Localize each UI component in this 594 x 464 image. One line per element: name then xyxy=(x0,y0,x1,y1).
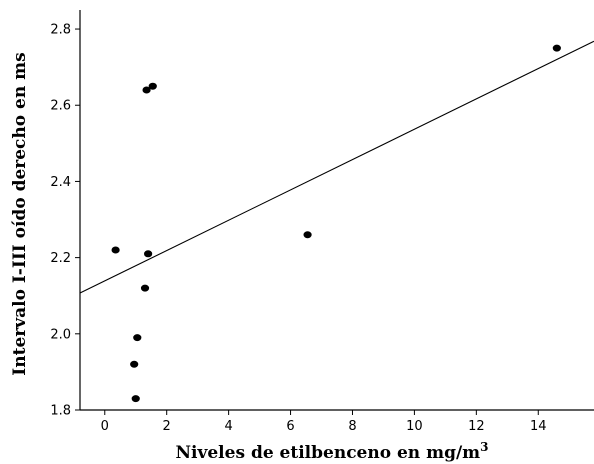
x-tick-label: 4 xyxy=(224,419,232,434)
x-tick-label: 10 xyxy=(406,419,423,434)
y-tick-label: 2.2 xyxy=(50,251,71,266)
y-tick-label: 2.6 xyxy=(50,99,71,114)
y-tick-label: 1.8 xyxy=(50,404,71,419)
x-tick-label: 2 xyxy=(163,419,171,434)
fit-line-group xyxy=(79,40,594,294)
data-point xyxy=(111,246,120,254)
fit-line xyxy=(79,40,594,294)
x-tick-label: 12 xyxy=(468,419,485,434)
data-point xyxy=(144,250,153,258)
data-point xyxy=(131,395,140,403)
data-point xyxy=(140,284,150,292)
y-axis-ticks: 1.8 2.0 2.2 2.4 2.6 2.8 xyxy=(50,23,80,419)
x-axis-title-superscript: 3 xyxy=(480,440,488,454)
y-axis-title: Intervalo I-III oído derecho en ms xyxy=(10,52,30,375)
plot-frame xyxy=(79,10,594,411)
x-tick-label: 6 xyxy=(286,419,294,434)
x-axis-ticks: 0 2 4 6 8 10 12 14 xyxy=(101,410,547,434)
data-point xyxy=(130,360,139,368)
y-tick-label: 2.4 xyxy=(50,175,71,190)
data-point xyxy=(303,231,312,239)
data-point xyxy=(148,82,157,90)
x-tick-label: 14 xyxy=(530,419,547,434)
y-tick-label: 2.8 xyxy=(50,23,71,38)
data-point xyxy=(552,44,561,52)
data-point xyxy=(142,86,151,94)
data-point xyxy=(133,334,142,342)
x-tick-label: 8 xyxy=(348,419,356,434)
data-points xyxy=(111,44,561,403)
x-axis-title-text: Niveles de etilbenceno en mg/m xyxy=(175,443,480,463)
x-tick-label: 0 xyxy=(101,419,109,434)
x-axis-title: Niveles de etilbenceno en mg/m3 xyxy=(175,440,488,463)
y-tick-label: 2.0 xyxy=(50,327,71,342)
